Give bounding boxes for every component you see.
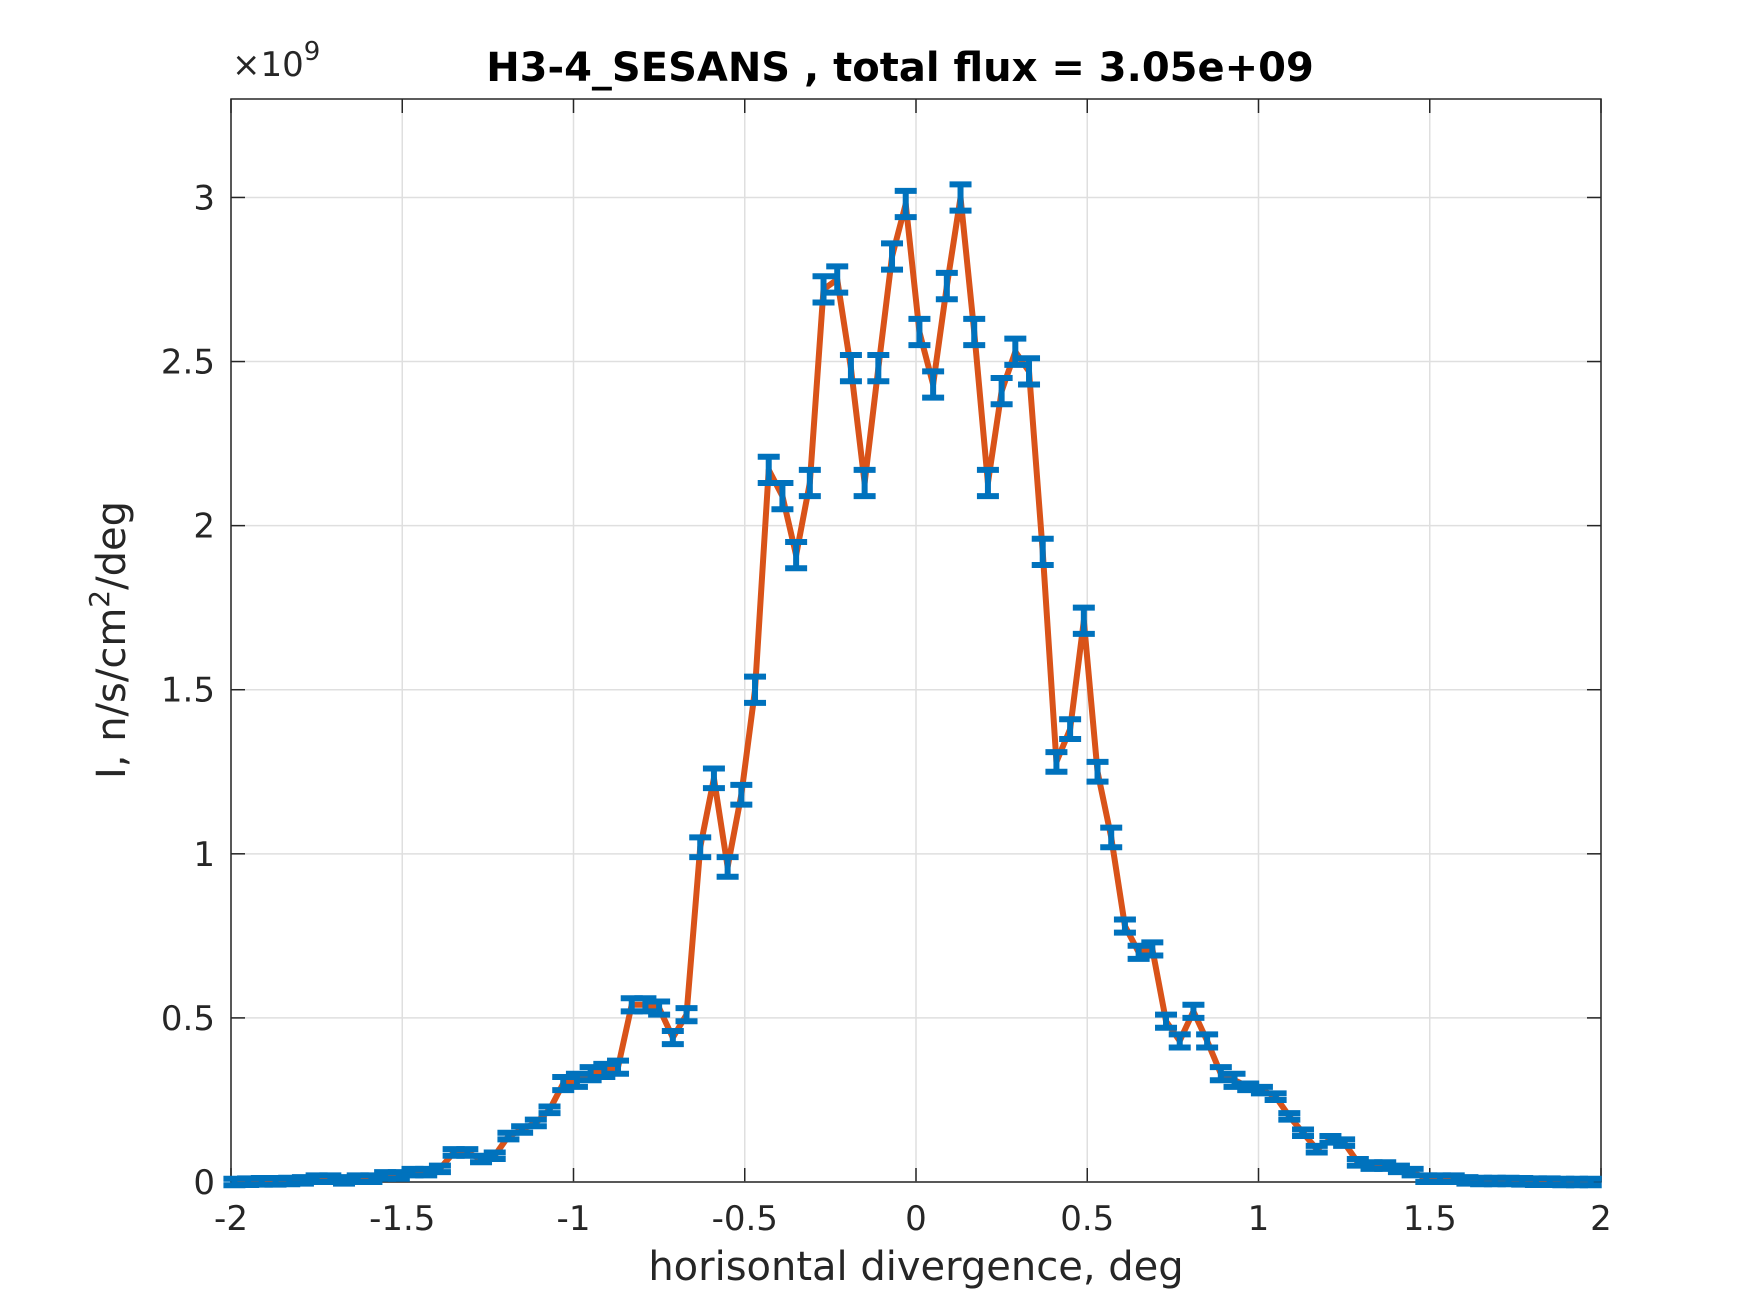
y-label-sup: 2 — [83, 590, 116, 608]
error-bar — [867, 351, 890, 385]
error-bar — [483, 1149, 506, 1163]
error-bar — [1031, 535, 1054, 569]
x-tick-label: -1 — [557, 1199, 591, 1239]
error-bar — [1168, 1031, 1191, 1051]
error-bar — [1319, 1133, 1342, 1146]
error-bar — [908, 315, 931, 349]
error-bar — [1045, 749, 1068, 775]
error-bar — [1209, 1064, 1232, 1084]
error-bar — [1100, 824, 1123, 851]
error-bar — [1278, 1110, 1301, 1123]
error-bar — [730, 781, 753, 808]
error-bar — [963, 315, 986, 349]
x-tick-label: 1.5 — [1403, 1199, 1457, 1239]
error-bar — [1346, 1156, 1369, 1169]
error-bar — [716, 854, 739, 880]
error-bar — [1113, 916, 1136, 936]
x-tick-label: -0.5 — [712, 1199, 778, 1239]
y-exponent-power: 9 — [304, 37, 321, 67]
error-bar — [565, 1070, 588, 1090]
error-bar — [1196, 1031, 1219, 1051]
x-tick-label: 2 — [1590, 1199, 1612, 1239]
error-bar — [771, 479, 794, 513]
error-bar — [976, 466, 999, 500]
chart-title: H3-4_SESANS , total flux = 3.05e+09 — [486, 45, 1314, 91]
x-tick-label: 0 — [905, 1199, 927, 1239]
error-bar — [744, 673, 767, 706]
error-bar — [675, 1005, 698, 1025]
error-bar — [839, 351, 862, 385]
error-bar — [593, 1060, 616, 1080]
error-bar — [689, 834, 712, 861]
x-tick-label: 1 — [1248, 1199, 1270, 1239]
error-bar — [1237, 1080, 1260, 1094]
error-bar — [579, 1064, 602, 1084]
error-bar — [524, 1116, 547, 1130]
error-bar — [1072, 604, 1095, 637]
error-bar — [1141, 939, 1164, 959]
y-tick-label: 2.5 — [161, 343, 215, 383]
error-bar — [661, 1028, 684, 1048]
error-bar — [1333, 1136, 1356, 1149]
error-bar — [1264, 1090, 1287, 1103]
error-bar — [428, 1162, 451, 1176]
error-bar — [470, 1152, 493, 1166]
x-tick-label: -2 — [214, 1199, 248, 1239]
x-axis-label: horisontal divergence, deg — [648, 1244, 1183, 1290]
axes-box — [230, 98, 1602, 1183]
error-bar — [648, 998, 671, 1018]
error-bar — [702, 765, 725, 792]
error-bar — [552, 1073, 575, 1094]
error-bar — [922, 368, 945, 401]
error-bar — [634, 995, 657, 1015]
error-bar — [785, 539, 808, 572]
error-bar — [1305, 1142, 1328, 1156]
error-bar — [1182, 1001, 1205, 1021]
error-bar — [894, 187, 917, 221]
error-bar — [415, 1165, 438, 1179]
y-tick-label: 1 — [193, 835, 215, 875]
y-tick-label: 0.5 — [161, 999, 215, 1039]
error-bar — [1292, 1126, 1315, 1140]
y-label-rest: /deg — [89, 501, 135, 590]
error-bar — [1223, 1070, 1246, 1090]
y-tick-label: 0 — [193, 1163, 215, 1203]
y-tick-label: 1.5 — [161, 671, 215, 711]
error-bar — [798, 466, 821, 500]
error-bar — [387, 1169, 410, 1182]
y-tick-label: 2 — [193, 507, 215, 547]
x-tick-label: -1.5 — [369, 1199, 435, 1239]
error-bar — [812, 273, 835, 306]
y-exponent: ×109 — [232, 37, 320, 85]
error-bar — [607, 1057, 630, 1077]
y-exponent-base: ×10 — [232, 45, 304, 85]
error-bar — [1387, 1162, 1410, 1176]
error-bar — [1059, 716, 1082, 742]
error-bar — [1127, 942, 1150, 962]
x-tick-label: 0.5 — [1060, 1199, 1114, 1239]
y-axis-label: I, n/s/cm2/deg — [83, 501, 135, 779]
error-bar — [1374, 1159, 1397, 1172]
error-bar — [826, 263, 849, 296]
y-tick-label: 3 — [193, 178, 215, 218]
error-bar — [1086, 758, 1109, 785]
y-label-text: I, n/s/cm — [89, 608, 135, 779]
error-bar — [1018, 355, 1041, 388]
error-bar — [949, 181, 972, 214]
error-bar — [1004, 335, 1027, 368]
error-bar — [881, 240, 904, 273]
error-bar — [935, 269, 958, 303]
error-bar — [360, 1172, 383, 1185]
error-bar — [538, 1103, 561, 1117]
error-bar — [1579, 1175, 1602, 1189]
error-bar — [990, 374, 1013, 408]
error-bar — [853, 466, 876, 500]
error-bar — [1155, 1011, 1178, 1031]
